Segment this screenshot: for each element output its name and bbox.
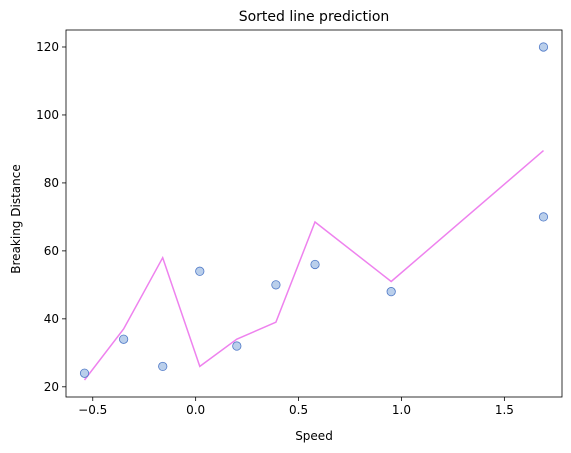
data-point: [310, 259, 320, 270]
data-point: [538, 212, 549, 222]
x-tick-label: 0.0: [186, 403, 205, 417]
x-tick-label: 1.0: [392, 403, 411, 417]
x-tick-label: −0.5: [78, 403, 107, 417]
data-point: [195, 266, 205, 276]
data-point: [79, 368, 90, 378]
plot-frame: [65, 29, 563, 398]
y-tick-label: 60: [44, 244, 59, 258]
x-axis-label: Speed: [295, 429, 333, 443]
data-point: [386, 287, 396, 297]
data-point: [271, 280, 281, 290]
plot-area: −0.5 0.0 0.5 1.0 1.5 20 40 60 80 100 120: [36, 29, 563, 417]
data-point: [232, 341, 242, 351]
y-tick-label: 80: [44, 176, 59, 190]
data-point: [538, 42, 549, 52]
y-axis-label: Breaking Distance: [9, 164, 23, 273]
data-point: [158, 361, 168, 372]
prediction-line: [83, 150, 544, 381]
x-tick-label: 0.5: [289, 403, 308, 417]
x-tick-label: 1.5: [495, 403, 514, 417]
data-point: [119, 334, 129, 344]
y-tick-label: 100: [36, 108, 59, 122]
y-tick-label: 120: [36, 40, 59, 54]
y-tick-label: 20: [44, 380, 59, 394]
chart-title: Sorted line prediction: [239, 9, 390, 25]
y-tick-label: 40: [44, 312, 59, 326]
